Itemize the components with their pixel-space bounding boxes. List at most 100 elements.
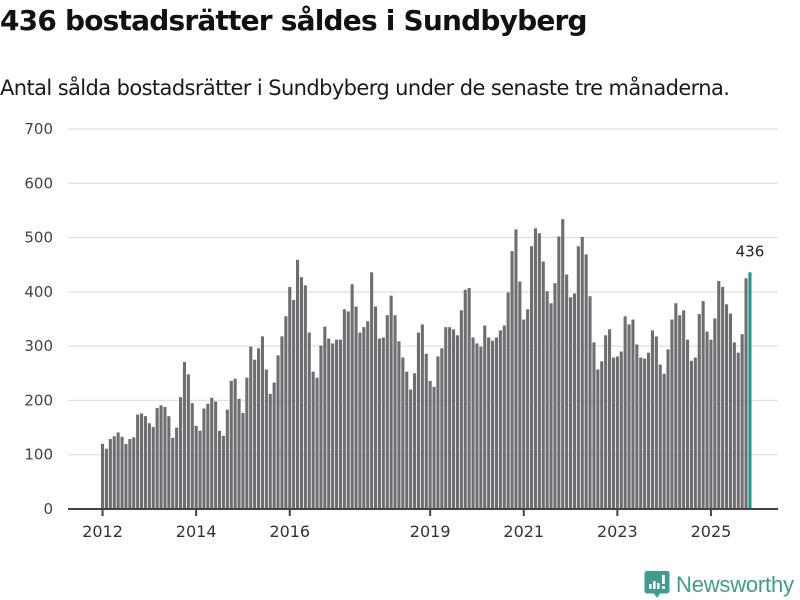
bar [670, 319, 674, 509]
bar [596, 369, 600, 509]
bar [514, 229, 518, 509]
bar [335, 339, 339, 509]
bar [444, 327, 448, 509]
bar [713, 318, 717, 509]
bar [116, 432, 120, 509]
bar [600, 361, 604, 509]
y-tick-label: 300 [24, 337, 53, 355]
bar [424, 353, 428, 509]
bar [725, 304, 729, 509]
bar [194, 425, 198, 509]
bar [740, 334, 744, 509]
bar [537, 233, 541, 509]
bar [350, 284, 354, 509]
bar [346, 311, 350, 509]
bar [498, 330, 502, 509]
bar [584, 254, 588, 509]
bar [401, 357, 405, 509]
bar [190, 403, 194, 509]
bar [744, 278, 748, 509]
bar [104, 448, 108, 509]
bar [545, 291, 549, 509]
data-labels: 436 [736, 242, 765, 260]
bar [541, 261, 545, 509]
bar [569, 297, 573, 509]
y-tick-label: 600 [24, 174, 53, 192]
bar [323, 326, 327, 509]
bar [502, 325, 506, 509]
bar [658, 364, 662, 509]
bar [463, 289, 467, 509]
bar [182, 361, 186, 509]
bar [292, 300, 296, 509]
bar [678, 315, 682, 509]
bar [604, 335, 608, 509]
bar [432, 386, 436, 509]
bar [124, 443, 128, 509]
bar [393, 315, 397, 509]
bar [167, 416, 171, 509]
x-tick-label: 2014 [176, 522, 217, 541]
bar [572, 293, 576, 509]
bar [592, 342, 596, 509]
bar [639, 357, 643, 509]
bar [284, 316, 288, 509]
newsworthy-logo[interactable]: Newsworthy [644, 570, 794, 600]
bar [120, 436, 124, 509]
bar [268, 393, 272, 509]
bar [530, 246, 534, 509]
bar [732, 342, 736, 509]
bar [296, 259, 300, 509]
bar [198, 430, 202, 509]
bar [253, 359, 257, 509]
bar [643, 358, 647, 509]
bar [580, 237, 584, 509]
bar [362, 327, 366, 509]
bar-latest [748, 272, 752, 509]
bar [557, 236, 561, 509]
bar [494, 337, 498, 509]
bar [627, 324, 631, 509]
bar [257, 348, 261, 509]
bar [459, 310, 463, 509]
bar [635, 344, 639, 509]
bar [128, 438, 132, 509]
latest-value-label: 436 [736, 242, 765, 260]
bar [276, 355, 280, 509]
bar [420, 324, 424, 509]
bar [132, 437, 136, 509]
bar [428, 380, 432, 509]
bar [487, 337, 491, 509]
bar [405, 371, 409, 509]
bar [561, 219, 565, 509]
bar [338, 339, 342, 509]
bar [565, 274, 569, 509]
bar [179, 397, 183, 509]
bar [705, 331, 709, 509]
bar [518, 281, 522, 509]
bar [413, 373, 417, 509]
bar [647, 352, 651, 509]
bar [315, 377, 319, 509]
bar [631, 319, 635, 509]
y-tick-label: 700 [24, 120, 53, 138]
bar [728, 313, 732, 509]
bar [218, 430, 222, 509]
bar [225, 409, 229, 509]
y-tick-label: 0 [43, 500, 53, 518]
bar [210, 397, 214, 509]
bar [650, 330, 654, 509]
bar [697, 314, 701, 509]
bar [311, 371, 315, 509]
bar [241, 412, 245, 509]
x-axis: 2012 2014 2016 2019 2021 2023 2025 [68, 508, 778, 541]
bar [436, 356, 440, 509]
bar [467, 288, 471, 509]
y-axis-ticks: 0 100 200 300 400 500 600 700 [24, 120, 53, 518]
bar [506, 292, 510, 509]
y-tick-label: 400 [24, 283, 53, 301]
bar [452, 329, 456, 509]
bar [701, 301, 705, 509]
bar [416, 332, 420, 509]
bar [202, 408, 206, 509]
